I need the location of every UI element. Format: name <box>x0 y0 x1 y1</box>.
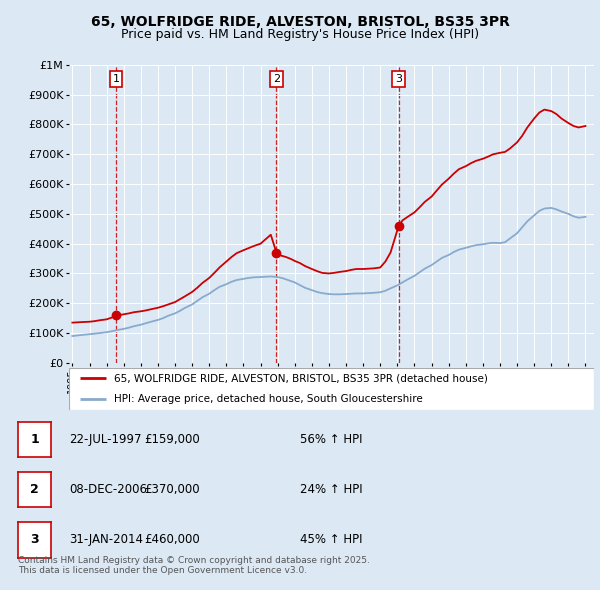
Text: This data is licensed under the Open Government Licence v3.0.: This data is licensed under the Open Gov… <box>18 566 307 575</box>
Text: Price paid vs. HM Land Registry's House Price Index (HPI): Price paid vs. HM Land Registry's House … <box>121 28 479 41</box>
Text: Contains HM Land Registry data © Crown copyright and database right 2025.: Contains HM Land Registry data © Crown c… <box>18 556 370 565</box>
Text: 3: 3 <box>30 533 39 546</box>
Text: 31-JAN-2014: 31-JAN-2014 <box>69 533 143 546</box>
Text: 2: 2 <box>30 483 39 496</box>
Text: 08-DEC-2006: 08-DEC-2006 <box>69 483 147 496</box>
Text: 56% ↑ HPI: 56% ↑ HPI <box>300 433 362 446</box>
Text: HPI: Average price, detached house, South Gloucestershire: HPI: Average price, detached house, Sout… <box>113 395 422 404</box>
Text: £460,000: £460,000 <box>144 533 200 546</box>
Text: 45% ↑ HPI: 45% ↑ HPI <box>300 533 362 546</box>
Text: 3: 3 <box>395 74 402 84</box>
Text: 22-JUL-1997: 22-JUL-1997 <box>69 433 142 446</box>
Text: 65, WOLFRIDGE RIDE, ALVESTON, BRISTOL, BS35 3PR: 65, WOLFRIDGE RIDE, ALVESTON, BRISTOL, B… <box>91 15 509 29</box>
Text: 24% ↑ HPI: 24% ↑ HPI <box>300 483 362 496</box>
Text: 1: 1 <box>113 74 119 84</box>
Text: £159,000: £159,000 <box>144 433 200 446</box>
Text: 2: 2 <box>273 74 280 84</box>
FancyBboxPatch shape <box>69 368 594 410</box>
Text: 1: 1 <box>30 433 39 446</box>
Text: £370,000: £370,000 <box>144 483 200 496</box>
Text: 65, WOLFRIDGE RIDE, ALVESTON, BRISTOL, BS35 3PR (detached house): 65, WOLFRIDGE RIDE, ALVESTON, BRISTOL, B… <box>113 373 487 383</box>
